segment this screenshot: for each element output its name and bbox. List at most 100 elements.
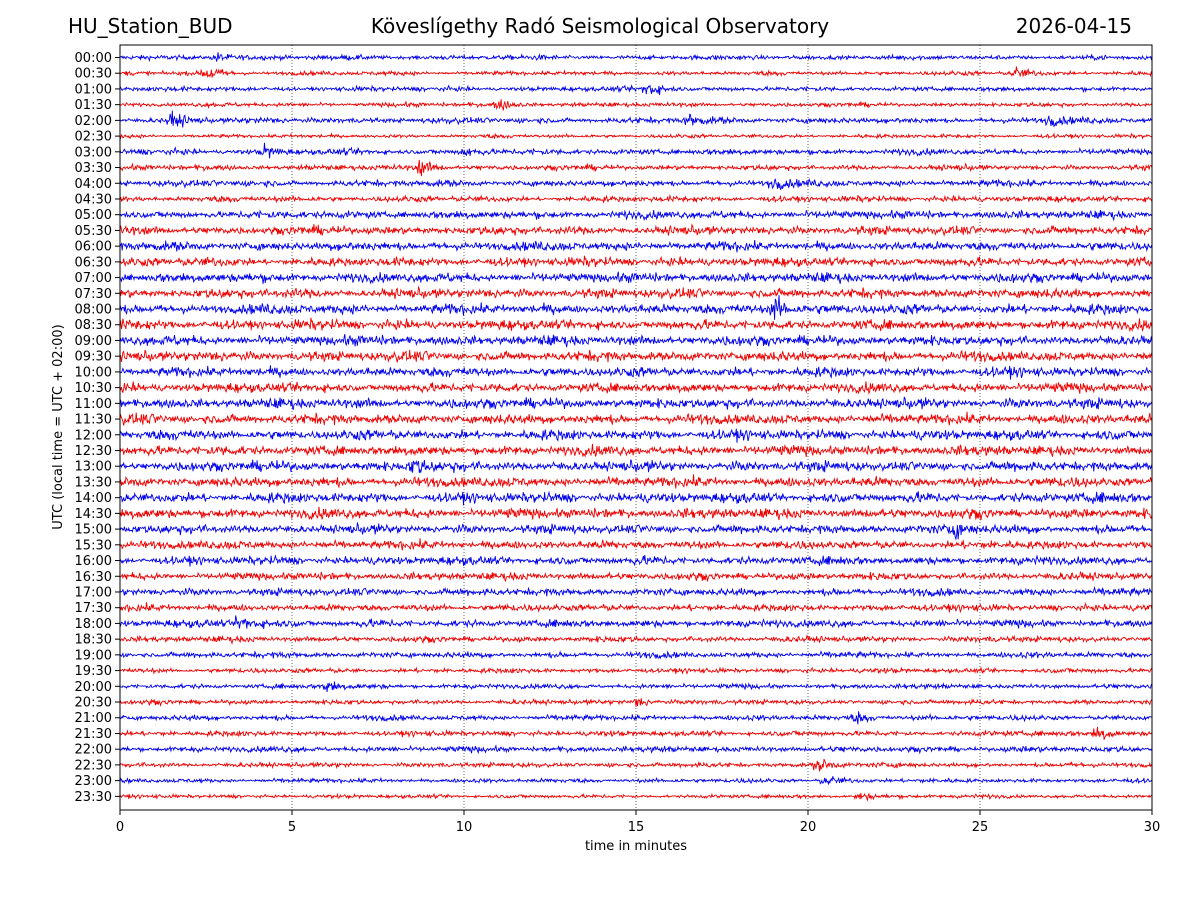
y-tick-label: 23:30 — [75, 790, 112, 805]
trace-0930 — [119, 349, 1153, 363]
x-tick-label: 0 — [116, 820, 124, 835]
y-tick-label: 21:30 — [75, 727, 112, 742]
trace-2330 — [119, 792, 1153, 802]
trace-0730 — [119, 285, 1153, 300]
y-tick-label: 05:00 — [75, 208, 112, 223]
trace-0200 — [119, 110, 1153, 128]
y-tick-label: 16:30 — [75, 570, 112, 585]
date-label: 2026-04-15 — [1015, 14, 1132, 38]
y-tick-label: 20:00 — [75, 680, 112, 695]
trace-0500 — [119, 209, 1153, 222]
y-tick-label: 22:30 — [75, 758, 112, 773]
trace-1330 — [119, 474, 1153, 489]
trace-0330 — [119, 159, 1153, 177]
x-tick-label: 25 — [972, 820, 989, 835]
y-tick-label: 03:30 — [75, 161, 112, 176]
trace-1630 — [119, 570, 1153, 582]
station-label: HU_Station_BUD — [68, 14, 233, 38]
y-tick-label: 05:30 — [75, 224, 112, 239]
trace-0130 — [119, 99, 1153, 111]
trace-1500 — [119, 521, 1153, 541]
y-axis-ticks: 00:0000:3001:0001:3002:0002:3003:0003:30… — [75, 51, 120, 805]
trace-0400 — [119, 177, 1153, 191]
y-tick-label: 04:30 — [75, 192, 112, 207]
trace-2100 — [119, 711, 1153, 725]
trace-1700 — [119, 585, 1153, 598]
x-tick-label: 10 — [456, 820, 473, 835]
x-axis-ticks: 0 5 10 15 20 25 30 — [116, 810, 1160, 835]
y-tick-label: 02:30 — [75, 130, 112, 145]
y-tick-label: 12:00 — [75, 428, 112, 443]
trace-2200 — [119, 744, 1153, 755]
trace-1900 — [119, 650, 1153, 660]
y-tick-label: 11:30 — [75, 413, 112, 428]
y-tick-label: 10:30 — [75, 381, 112, 396]
trace-1130 — [119, 411, 1153, 426]
seismic-traces — [119, 52, 1153, 802]
trace-0900 — [119, 333, 1153, 348]
y-tick-label: 02:00 — [75, 114, 112, 129]
trace-1400 — [119, 490, 1153, 506]
trace-0600 — [119, 240, 1153, 253]
trace-2230 — [119, 758, 1153, 772]
y-tick-label: 00:30 — [75, 67, 112, 82]
y-tick-label: 01:00 — [75, 82, 112, 97]
y-tick-label: 19:00 — [75, 648, 112, 663]
trace-1430 — [119, 506, 1153, 521]
x-tick-label: 15 — [628, 820, 645, 835]
trace-0100 — [119, 84, 1153, 96]
chart-title: Köveslígethy Radó Seismological Observat… — [370, 14, 830, 38]
y-tick-label: 07:00 — [75, 271, 112, 286]
trace-1200 — [119, 428, 1153, 443]
y-tick-label: 14:00 — [75, 491, 112, 506]
y-tick-label: 01:30 — [75, 98, 112, 113]
x-tick-label: 30 — [1144, 820, 1161, 835]
y-tick-label: 15:30 — [75, 538, 112, 553]
trace-1300 — [119, 459, 1153, 474]
y-tick-label: 13:30 — [75, 475, 112, 490]
trace-2000 — [119, 681, 1153, 692]
y-tick-label: 09:30 — [75, 350, 112, 365]
trace-0630 — [119, 255, 1153, 268]
y-tick-label: 15:00 — [75, 523, 112, 538]
y-tick-label: 21:00 — [75, 711, 112, 726]
y-tick-label: 17:00 — [75, 585, 112, 600]
trace-1600 — [119, 554, 1153, 567]
y-tick-label: 17:30 — [75, 601, 112, 616]
y-tick-label: 11:00 — [75, 397, 112, 412]
trace-2030 — [119, 698, 1153, 707]
y-tick-label: 12:30 — [75, 444, 112, 459]
x-axis-label: time in minutes — [585, 839, 687, 854]
trace-0830 — [119, 317, 1153, 333]
trace-0430 — [119, 193, 1153, 204]
y-tick-label: 07:30 — [75, 287, 112, 302]
trace-0000 — [119, 52, 1153, 62]
trace-0300 — [119, 142, 1153, 159]
trace-0530 — [119, 223, 1153, 237]
grid-lines — [291, 45, 981, 810]
trace-1100 — [119, 396, 1153, 411]
y-tick-label: 06:30 — [75, 255, 112, 270]
trace-2300 — [119, 776, 1153, 786]
y-tick-label: 08:30 — [75, 318, 112, 333]
y-tick-label: 08:00 — [75, 303, 112, 318]
x-tick-label: 5 — [288, 820, 296, 835]
y-tick-label: 13:00 — [75, 460, 112, 475]
trace-1230 — [119, 443, 1153, 458]
trace-1530 — [119, 538, 1153, 551]
trace-1030 — [119, 381, 1153, 395]
y-tick-label: 23:00 — [75, 774, 112, 789]
trace-1830 — [119, 634, 1153, 645]
y-tick-label: 14:30 — [75, 507, 112, 522]
trace-2130 — [119, 726, 1153, 740]
y-tick-label: 00:00 — [75, 51, 112, 66]
trace-1930 — [119, 666, 1153, 675]
trace-0700 — [119, 271, 1153, 285]
y-tick-label: 10:00 — [75, 365, 112, 380]
trace-0230 — [119, 132, 1153, 140]
x-tick-label: 20 — [800, 820, 817, 835]
y-axis-label: UTC (local time = UTC + 02:00) — [51, 324, 66, 529]
trace-0030 — [119, 66, 1153, 79]
